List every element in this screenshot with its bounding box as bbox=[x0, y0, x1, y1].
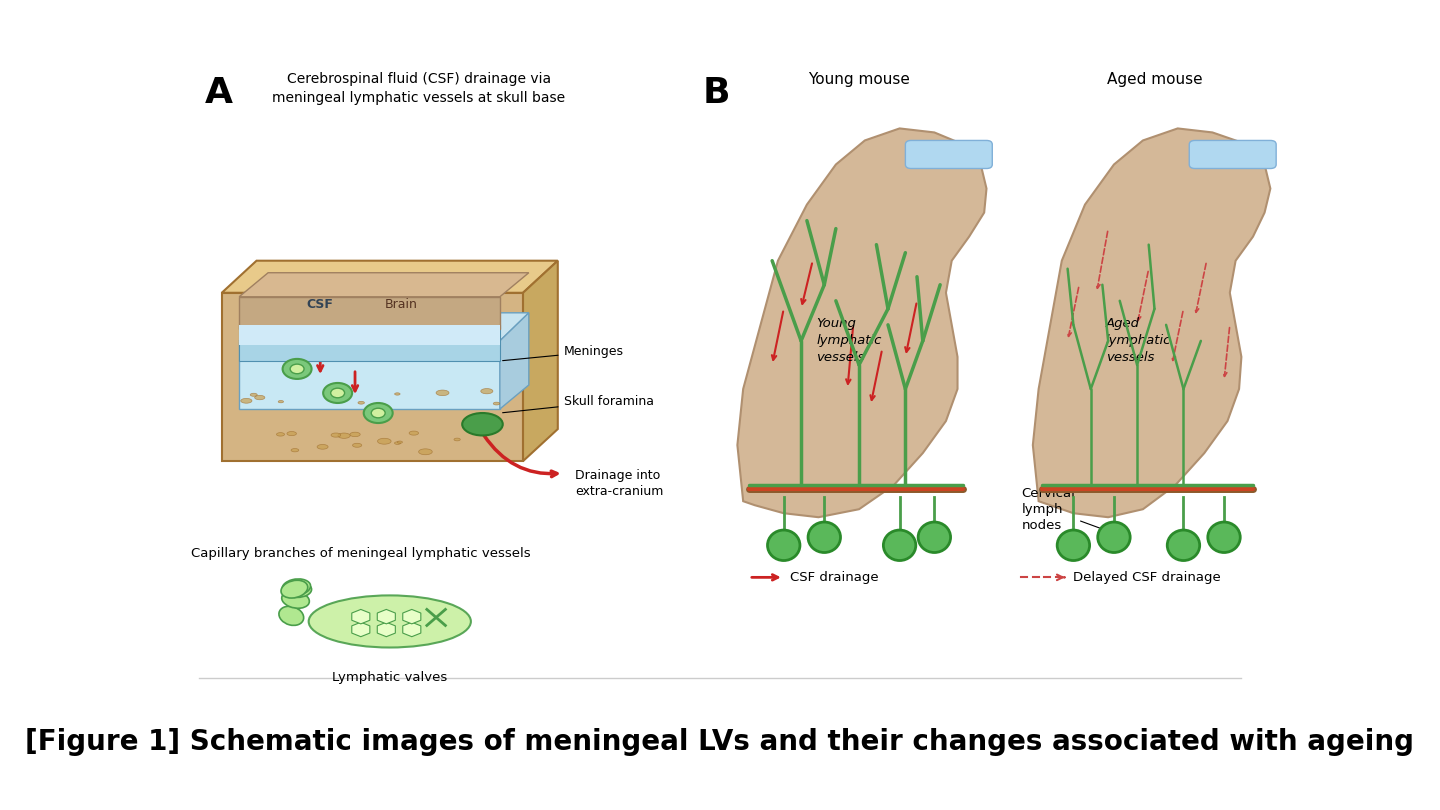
Text: CSF drainage: CSF drainage bbox=[789, 571, 878, 584]
Ellipse shape bbox=[359, 401, 364, 404]
Polygon shape bbox=[523, 261, 557, 461]
Ellipse shape bbox=[494, 403, 500, 405]
Text: Meninges: Meninges bbox=[503, 345, 624, 360]
Ellipse shape bbox=[331, 388, 344, 398]
Ellipse shape bbox=[462, 413, 503, 436]
Polygon shape bbox=[222, 261, 557, 292]
Ellipse shape bbox=[278, 400, 284, 403]
Polygon shape bbox=[239, 313, 528, 341]
Polygon shape bbox=[239, 325, 500, 345]
FancyBboxPatch shape bbox=[1189, 140, 1276, 168]
Ellipse shape bbox=[395, 393, 400, 395]
FancyBboxPatch shape bbox=[906, 140, 992, 168]
Ellipse shape bbox=[409, 431, 419, 435]
Text: Brain: Brain bbox=[384, 298, 418, 311]
Polygon shape bbox=[239, 325, 500, 361]
Ellipse shape bbox=[282, 579, 311, 595]
Ellipse shape bbox=[395, 441, 400, 445]
Polygon shape bbox=[239, 341, 500, 409]
Ellipse shape bbox=[353, 443, 361, 447]
Polygon shape bbox=[222, 292, 523, 461]
Text: Cervical
lymph
nodes: Cervical lymph nodes bbox=[1021, 487, 1112, 532]
Ellipse shape bbox=[1208, 522, 1240, 552]
Ellipse shape bbox=[282, 359, 311, 379]
Text: [Figure 1] Schematic images of meningeal LVs and their changes associated with a: [Figure 1] Schematic images of meningeal… bbox=[26, 727, 1414, 756]
Polygon shape bbox=[239, 273, 528, 296]
Ellipse shape bbox=[323, 383, 353, 403]
Ellipse shape bbox=[419, 449, 432, 454]
Text: Aged
lymphatic
vessels: Aged lymphatic vessels bbox=[1106, 318, 1171, 365]
Ellipse shape bbox=[281, 580, 308, 598]
Ellipse shape bbox=[397, 441, 402, 443]
Ellipse shape bbox=[454, 438, 461, 441]
Ellipse shape bbox=[276, 433, 285, 436]
Ellipse shape bbox=[350, 433, 360, 437]
Ellipse shape bbox=[1057, 530, 1090, 561]
Ellipse shape bbox=[768, 530, 801, 561]
Ellipse shape bbox=[1168, 530, 1200, 561]
Text: Skull foramina: Skull foramina bbox=[503, 395, 654, 413]
Text: CSF: CSF bbox=[307, 298, 334, 311]
Ellipse shape bbox=[308, 595, 471, 647]
Ellipse shape bbox=[279, 606, 304, 625]
Ellipse shape bbox=[364, 403, 393, 423]
Text: Drainage into
extra-cranium: Drainage into extra-cranium bbox=[575, 469, 664, 498]
Ellipse shape bbox=[372, 408, 384, 418]
Text: B: B bbox=[703, 76, 730, 110]
Ellipse shape bbox=[289, 364, 304, 373]
Ellipse shape bbox=[338, 433, 350, 438]
Ellipse shape bbox=[377, 438, 392, 444]
Polygon shape bbox=[1032, 129, 1270, 518]
Text: Aged mouse: Aged mouse bbox=[1107, 72, 1202, 87]
Ellipse shape bbox=[1097, 522, 1130, 552]
Text: Cerebrospinal fluid (CSF) drainage via
meningeal lymphatic vessels at skull base: Cerebrospinal fluid (CSF) drainage via m… bbox=[272, 72, 566, 104]
Ellipse shape bbox=[282, 591, 310, 608]
Ellipse shape bbox=[287, 432, 297, 436]
Ellipse shape bbox=[317, 445, 328, 450]
Ellipse shape bbox=[282, 582, 311, 598]
Text: Delayed CSF drainage: Delayed CSF drainage bbox=[1073, 571, 1221, 584]
Ellipse shape bbox=[919, 522, 950, 552]
Ellipse shape bbox=[883, 530, 916, 561]
Polygon shape bbox=[239, 296, 500, 329]
Text: Capillary branches of meningeal lymphatic vessels: Capillary branches of meningeal lymphati… bbox=[192, 547, 530, 560]
Ellipse shape bbox=[808, 522, 841, 552]
Polygon shape bbox=[737, 129, 986, 518]
Text: A: A bbox=[204, 76, 232, 110]
Ellipse shape bbox=[334, 390, 346, 394]
Text: Lymphatic valves: Lymphatic valves bbox=[333, 671, 448, 684]
Text: Young
lymphatic
vessels: Young lymphatic vessels bbox=[816, 318, 881, 365]
Ellipse shape bbox=[251, 394, 258, 396]
Ellipse shape bbox=[240, 399, 252, 403]
Ellipse shape bbox=[373, 414, 379, 416]
Ellipse shape bbox=[481, 389, 492, 394]
Ellipse shape bbox=[291, 449, 298, 452]
Ellipse shape bbox=[331, 433, 341, 437]
Polygon shape bbox=[500, 313, 528, 409]
Ellipse shape bbox=[436, 390, 449, 395]
Ellipse shape bbox=[255, 395, 265, 400]
Text: Young mouse: Young mouse bbox=[808, 72, 910, 87]
